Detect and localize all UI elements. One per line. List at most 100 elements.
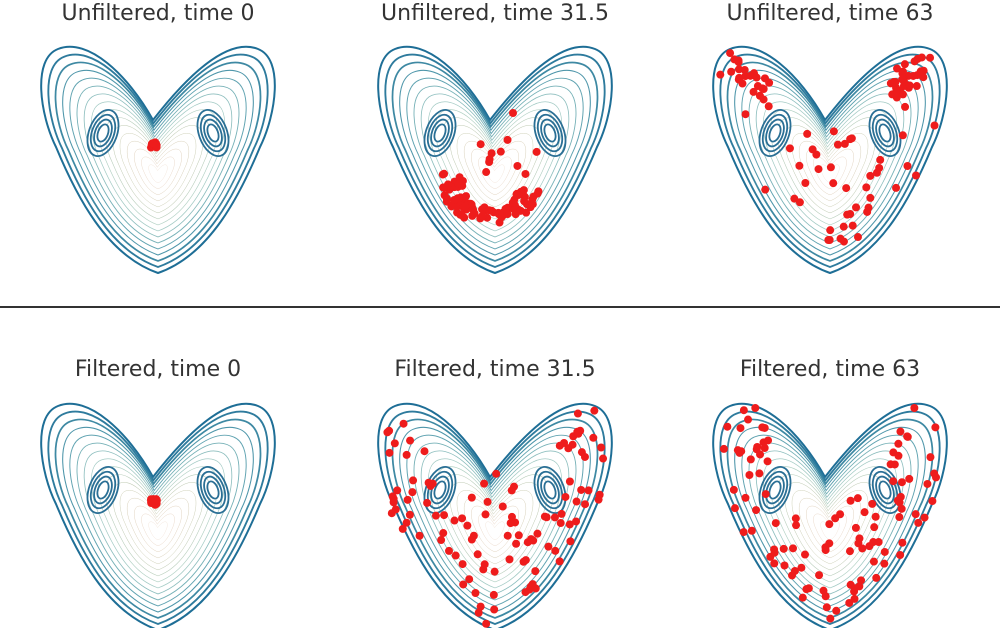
particle [905, 81, 914, 90]
contour [533, 109, 567, 157]
particle [507, 486, 516, 495]
contour-panel [377, 402, 613, 628]
contour [391, 61, 599, 262]
particle [869, 538, 878, 547]
contour [148, 521, 168, 540]
particle [512, 539, 521, 548]
particle [846, 135, 855, 144]
particle [532, 147, 541, 156]
particle [842, 184, 851, 193]
contour [98, 466, 218, 583]
particle [565, 520, 574, 529]
contour [47, 410, 269, 625]
panel-title: Filtered, time 63 [740, 357, 920, 382]
contour [119, 490, 197, 565]
contour [430, 118, 450, 148]
particle [862, 183, 871, 192]
particle [764, 102, 773, 111]
particle [716, 70, 725, 79]
contour [391, 418, 599, 619]
particle [589, 433, 598, 442]
particle [445, 546, 454, 555]
contour [427, 101, 563, 232]
contour [54, 61, 262, 262]
contour [413, 442, 577, 601]
particle [895, 513, 904, 522]
particle [727, 67, 736, 76]
contour [134, 505, 182, 553]
particle [857, 576, 866, 585]
particle [572, 497, 581, 506]
particle [584, 486, 593, 495]
particle [522, 200, 531, 209]
contour [478, 156, 512, 189]
particle [749, 87, 758, 96]
particle [898, 90, 907, 99]
particle [755, 469, 764, 478]
particle [147, 496, 156, 505]
particle [735, 73, 744, 82]
particle [533, 529, 542, 538]
particle [868, 499, 877, 508]
particle [741, 110, 750, 119]
particle [771, 519, 780, 528]
particle [746, 71, 755, 80]
particle [450, 516, 459, 525]
particle [889, 448, 898, 457]
particle [590, 406, 599, 415]
particle [912, 171, 921, 180]
particle [408, 488, 417, 497]
contour [377, 45, 613, 275]
particle [439, 529, 448, 538]
particle [822, 603, 831, 612]
particle [403, 495, 412, 504]
particle [826, 226, 835, 235]
particle [764, 436, 773, 445]
particle [505, 555, 514, 564]
particle [848, 221, 857, 230]
contour [69, 77, 247, 250]
particle [760, 444, 769, 453]
contour [406, 77, 584, 250]
particle [926, 453, 935, 462]
panel-title: Unfiltered, time 63 [727, 1, 934, 26]
particle [385, 448, 394, 457]
contour [868, 109, 902, 157]
particle [880, 559, 889, 568]
particle [825, 520, 834, 529]
particle [599, 454, 608, 463]
particle [516, 206, 525, 215]
contour [433, 480, 447, 500]
contour [423, 109, 457, 157]
particle [736, 424, 745, 433]
particle [745, 471, 754, 480]
particle [555, 557, 564, 566]
contour [734, 426, 926, 613]
particle [798, 593, 807, 602]
contour-panel [712, 45, 948, 275]
particle [910, 404, 919, 413]
particle [480, 479, 489, 488]
particle [399, 419, 408, 428]
contour [543, 480, 557, 500]
particle [747, 526, 756, 535]
contour [878, 480, 892, 500]
contour [758, 466, 792, 514]
particle [893, 64, 902, 73]
particle [905, 474, 914, 483]
particle [402, 518, 411, 527]
contour [206, 123, 220, 143]
contour [464, 140, 526, 202]
particle [845, 547, 854, 556]
contour [148, 164, 168, 183]
particle [415, 531, 424, 540]
particle [463, 521, 472, 530]
particle [889, 477, 898, 486]
particle [866, 193, 875, 202]
contour [765, 118, 785, 148]
contour [427, 458, 563, 589]
contour-panel [40, 45, 276, 275]
contour [765, 475, 785, 505]
particle [390, 439, 399, 448]
particle [808, 145, 817, 154]
